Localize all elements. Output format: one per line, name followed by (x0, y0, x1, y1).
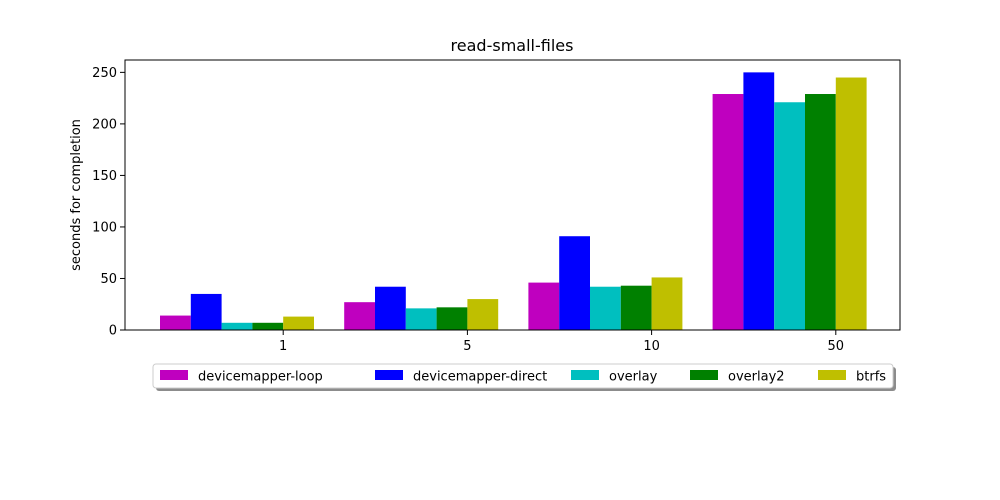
bar-devicemapper-loop-50 (712, 94, 744, 330)
legend-label-overlay: overlay (609, 370, 658, 385)
legend-swatch-btrfs (818, 370, 846, 380)
legend-label-btrfs: btrfs (856, 370, 886, 385)
chart-title: read-small-files (451, 36, 574, 55)
bar-overlay2-1 (252, 322, 284, 330)
y-axis-title: seconds for completion (69, 119, 84, 271)
bar-overlay2-50 (805, 94, 836, 330)
bar-devicemapper-direct-5 (375, 286, 406, 330)
y-tick-label: 200 (92, 117, 117, 132)
legend-label-overlay2: overlay2 (728, 370, 785, 385)
y-tick-label: 50 (100, 272, 117, 287)
y-tick-label: 250 (92, 66, 117, 81)
x-axis: 1 5 10 50 (279, 330, 844, 354)
bar-devicemapper-loop-1 (160, 315, 191, 330)
plot-frame (124, 59, 901, 331)
bar-overlay-5 (405, 308, 437, 330)
legend-label-devicemapper-direct: devicemapper-direct (413, 370, 547, 385)
y-axis: 0 50 100 150 200 250 (92, 66, 125, 339)
bar-overlay-50 (774, 102, 805, 330)
x-tick-label: 1 (279, 339, 287, 354)
legend-swatch-overlay2 (690, 370, 718, 380)
legend-swatch-devicemapper-loop (160, 370, 188, 380)
bar-devicemapper-direct-50 (743, 72, 775, 331)
bar-devicemapper-loop-10 (528, 282, 560, 330)
bar-btrfs-5 (467, 299, 499, 330)
bar-overlay2-5 (436, 307, 468, 330)
y-tick-label: 150 (92, 169, 117, 184)
legend: devicemapper-loop devicemapper-direct over… (152, 363, 896, 391)
x-tick-label: 5 (463, 339, 471, 354)
y-tick-label: 0 (109, 324, 117, 339)
bar-btrfs-10 (651, 277, 683, 330)
bars-group (160, 72, 867, 331)
bar-devicemapper-direct-10 (559, 236, 590, 330)
x-tick-label: 50 (828, 339, 845, 354)
bar-btrfs-1 (283, 316, 314, 330)
bar-devicemapper-loop-5 (344, 302, 375, 330)
bar-overlay2-10 (620, 285, 652, 330)
legend-label-devicemapper-loop: devicemapper-loop (198, 370, 323, 385)
y-tick-label: 100 (92, 220, 117, 235)
bar-overlay-1 (221, 322, 253, 330)
bar-overlay-10 (590, 286, 621, 330)
bar-btrfs-50 (835, 77, 867, 331)
legend-swatch-devicemapper-direct (375, 370, 403, 380)
bar-devicemapper-direct-1 (190, 293, 222, 330)
legend-swatch-overlay (571, 370, 599, 380)
x-tick-label: 10 (643, 339, 660, 354)
